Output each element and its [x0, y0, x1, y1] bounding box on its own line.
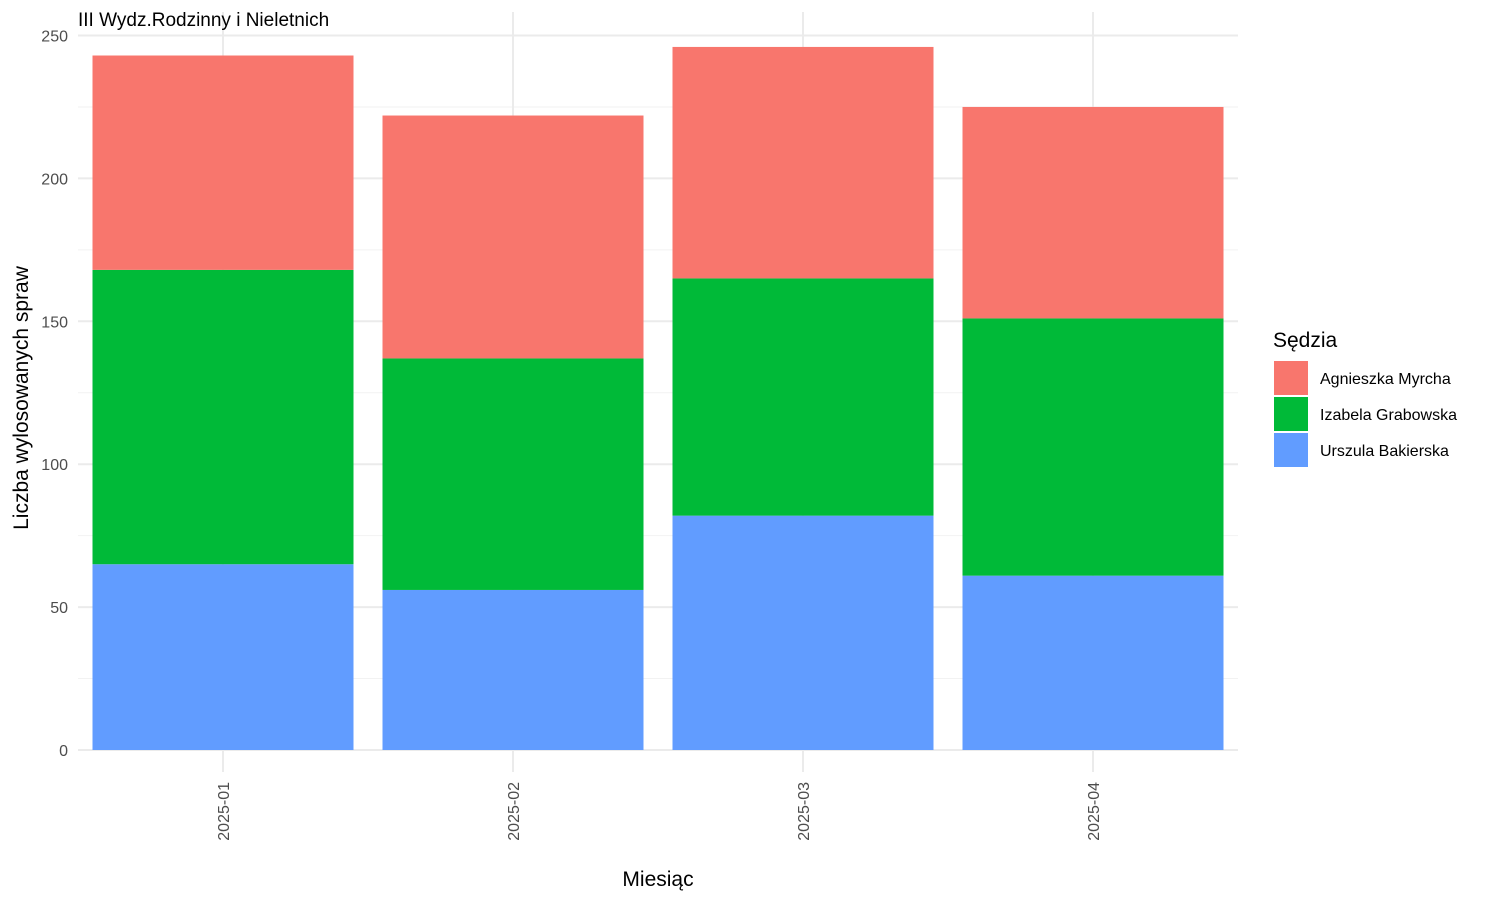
bar-segment	[382, 115, 644, 359]
y-tick-label: 50	[50, 600, 68, 617]
x-tick-label: 2025-02	[506, 782, 523, 841]
legend-label: Urszula Bakierska	[1320, 443, 1449, 460]
bar-segment	[382, 589, 644, 750]
x-tick-label: 2025-01	[216, 782, 233, 841]
legend: Sędzia Agnieszka Myrcha Izabela Grabowska…	[1273, 329, 1457, 467]
legend-key	[1274, 433, 1308, 467]
bar-segment	[962, 318, 1224, 576]
bar-segment	[92, 564, 354, 750]
bar-segment	[92, 269, 354, 565]
bar-segment	[382, 358, 644, 590]
y-tick-label: 250	[41, 29, 68, 46]
legend-title: Sędzia	[1273, 329, 1338, 352]
legend-key	[1274, 361, 1308, 395]
bar-segment	[672, 46, 934, 279]
y-tick-label: 100	[41, 457, 68, 474]
legend-label: Agnieszka Myrcha	[1320, 371, 1451, 388]
y-tick-label: 0	[59, 743, 68, 760]
x-tick-label: 2025-03	[796, 782, 813, 841]
bar-segment	[962, 575, 1224, 750]
axis-layer: 0 50 100 150 200 250 2025-01 2025-02 2025-03 2025…	[41, 29, 1103, 841]
bar-segment	[672, 278, 934, 516]
bar-segment	[92, 55, 354, 270]
x-axis-label: Miesiąc	[622, 868, 693, 891]
bar-segment	[672, 515, 934, 750]
bar-segment	[962, 106, 1224, 319]
x-tick-label: 2025-04	[1086, 782, 1103, 841]
y-axis-label: Liczba wylosowanych spraw	[10, 265, 33, 530]
y-tick-label: 200	[41, 171, 68, 188]
chart-title: III Wydz.Rodzinny i Nieletnich	[78, 10, 329, 31]
legend-label: Izabela Grabowska	[1320, 407, 1457, 424]
legend-key	[1274, 397, 1308, 431]
y-tick-label: 150	[41, 314, 68, 331]
bars-layer	[92, 46, 1224, 750]
